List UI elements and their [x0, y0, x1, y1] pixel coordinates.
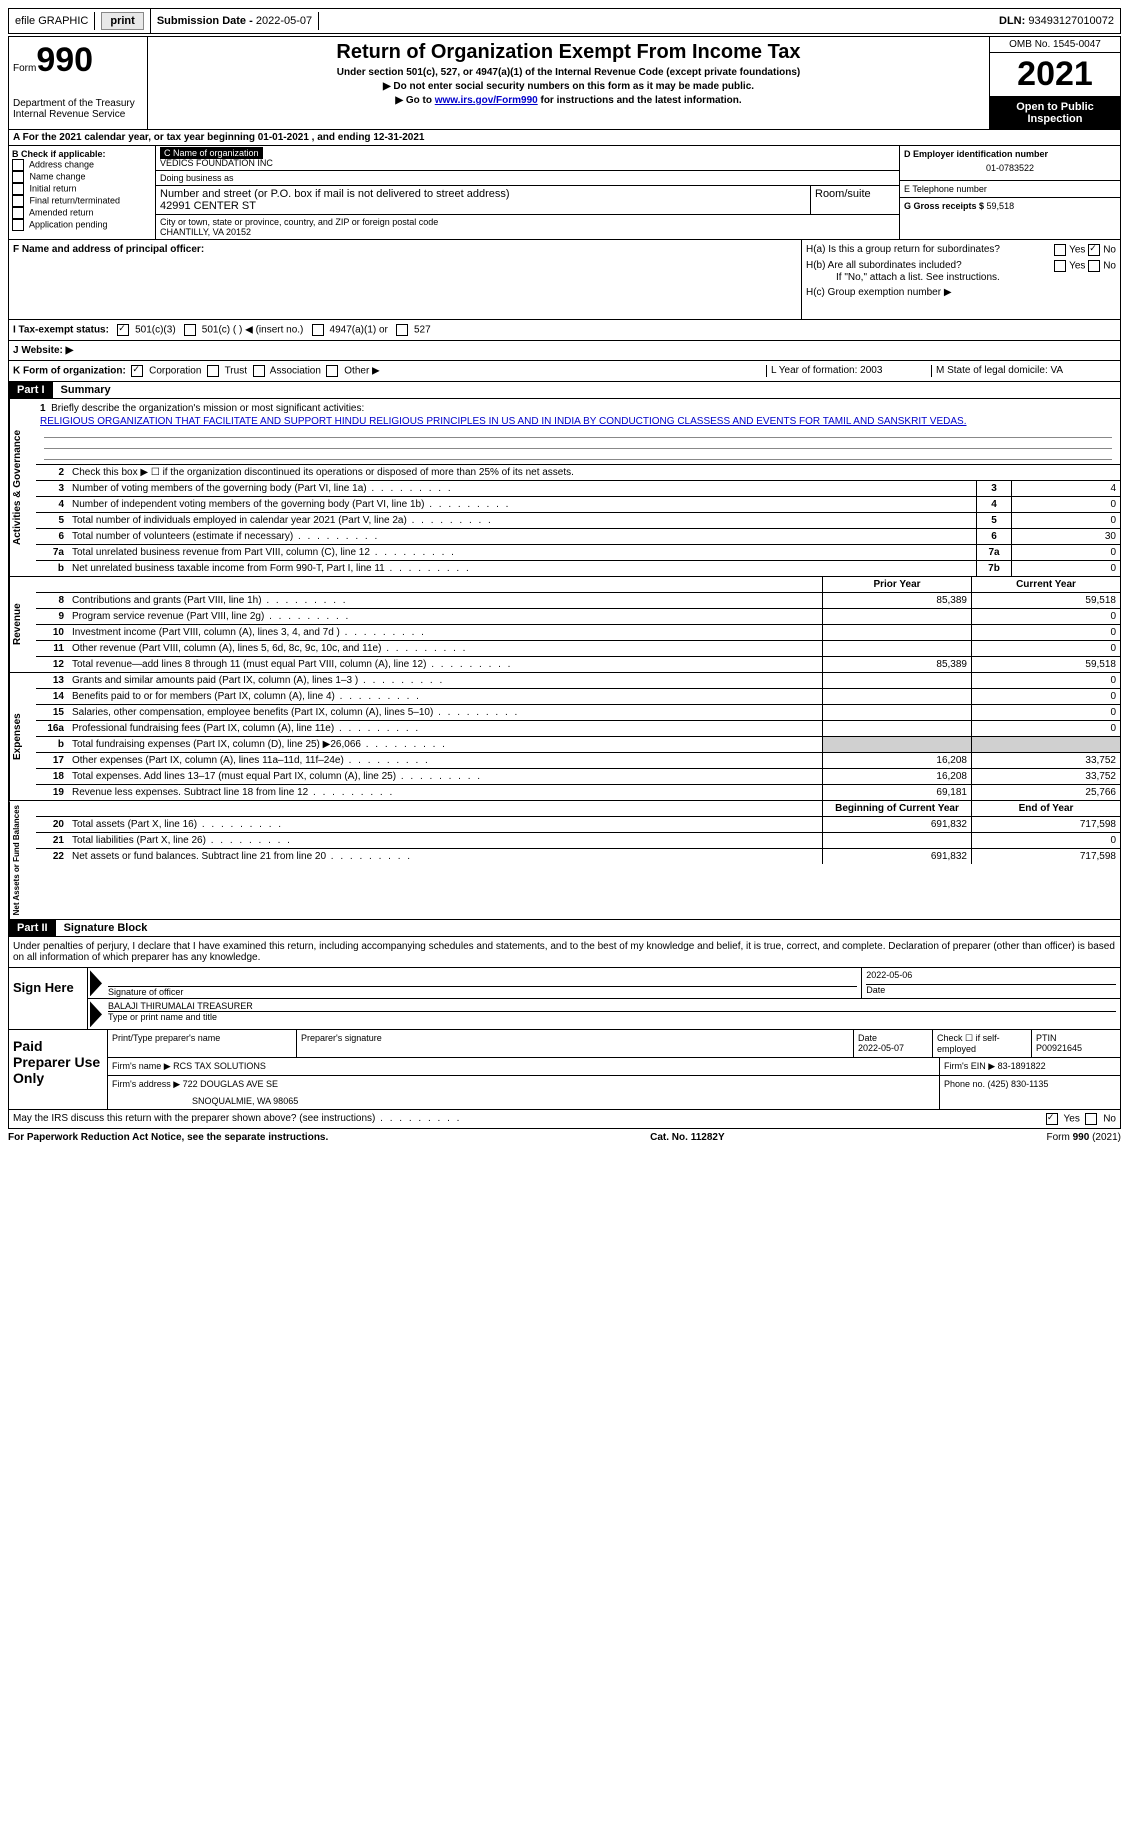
part-2-header: Part II Signature Block: [8, 920, 1121, 937]
ein-field: D Employer identification number01-07835…: [900, 146, 1120, 181]
mission-field: 1 Briefly describe the organization's mi…: [36, 399, 1120, 465]
summary-row: 15Salaries, other compensation, employee…: [36, 705, 1120, 721]
col-eoy: End of Year: [971, 801, 1120, 816]
tax-year: 2021: [990, 53, 1120, 97]
vtab-revenue: Revenue: [9, 577, 36, 672]
summary-row: 22Net assets or fund balances. Subtract …: [36, 849, 1120, 864]
sign-here-block: Sign Here Signature of officer 2022-05-0…: [8, 968, 1121, 1030]
form-number: Form990: [13, 41, 143, 80]
dba-field: Doing business as: [156, 171, 899, 186]
summary-row: 8Contributions and grants (Part VIII, li…: [36, 593, 1120, 609]
irs-link[interactable]: www.irs.gov/Form990: [435, 95, 538, 106]
org-name-field: C Name of organization VEDICS FOUNDATION…: [156, 146, 899, 171]
block-bcdeg: B Check if applicable: Address change Na…: [8, 146, 1121, 240]
summary-row: 11Other revenue (Part VIII, column (A), …: [36, 641, 1120, 657]
address-field: Number and street (or P.O. box if mail i…: [156, 186, 899, 214]
section-a: A For the 2021 calendar year, or tax yea…: [8, 130, 1121, 146]
vtab-net-assets: Net Assets or Fund Balances: [9, 801, 36, 919]
dln: DLN: 93493127010072: [319, 12, 1120, 30]
summary-row: 3Number of voting members of the governi…: [36, 481, 1120, 497]
omb-number: OMB No. 1545-0047: [990, 37, 1120, 53]
summary-row: 7aTotal unrelated business revenue from …: [36, 545, 1120, 561]
gross-receipts: G Gross receipts $ 59,518: [900, 198, 1120, 214]
checkbox-option[interactable]: Initial return: [12, 183, 152, 195]
vtab-expenses: Expenses: [9, 673, 36, 800]
summary-row: bTotal fundraising expenses (Part IX, co…: [36, 737, 1120, 753]
section-h: H(a) Is this a group return for subordin…: [802, 240, 1120, 319]
irs-discuss-row: May the IRS discuss this return with the…: [8, 1110, 1121, 1129]
subtitle-1: Under section 501(c), 527, or 4947(a)(1)…: [152, 67, 985, 78]
section-k: K Form of organization: Corporation Trus…: [8, 361, 1121, 382]
summary-row: 20Total assets (Part X, line 16)691,8327…: [36, 817, 1120, 833]
summary-row: 12Total revenue—add lines 8 through 11 (…: [36, 657, 1120, 672]
subtitle-3: ▶ Go to www.irs.gov/Form990 for instruct…: [152, 95, 985, 106]
summary-row: 19Revenue less expenses. Subtract line 1…: [36, 785, 1120, 800]
form-title: Return of Organization Exempt From Incom…: [152, 41, 985, 64]
phone-field: E Telephone number: [900, 181, 1120, 198]
summary-row: 9Program service revenue (Part VIII, lin…: [36, 609, 1120, 625]
efile-label: efile GRAPHIC: [9, 12, 95, 30]
summary-row: 16aProfessional fundraising fees (Part I…: [36, 721, 1120, 737]
checkbox-option[interactable]: Final return/terminated: [12, 195, 152, 207]
part-1-header: Part I Summary: [8, 382, 1121, 399]
subtitle-2: ▶ Do not enter social security numbers o…: [152, 81, 985, 92]
checkbox-option[interactable]: Application pending: [12, 219, 152, 231]
city-field: City or town, state or province, country…: [156, 214, 899, 239]
section-j: J Website: ▶: [8, 341, 1121, 361]
summary-row: 6Total number of volunteers (estimate if…: [36, 529, 1120, 545]
col-current-year: Current Year: [971, 577, 1120, 592]
q2-text: Check this box ▶ ☐ if the organization d…: [68, 465, 1120, 480]
summary-row: 21Total liabilities (Part X, line 26)0: [36, 833, 1120, 849]
submission-date: Submission Date - 2022-05-07: [151, 12, 319, 30]
summary-row: 10Investment income (Part VIII, column (…: [36, 625, 1120, 641]
section-f: F Name and address of principal officer:: [9, 240, 802, 319]
checkbox-option[interactable]: Amended return: [12, 207, 152, 219]
summary-row: bNet unrelated business taxable income f…: [36, 561, 1120, 576]
section-b: B Check if applicable: Address change Na…: [9, 146, 156, 239]
summary-row: 18Total expenses. Add lines 13–17 (must …: [36, 769, 1120, 785]
col-boy: Beginning of Current Year: [822, 801, 971, 816]
summary-row: 5Total number of individuals employed in…: [36, 513, 1120, 529]
vtab-activities: Activities & Governance: [9, 399, 36, 576]
print-button[interactable]: print: [101, 12, 143, 30]
checkbox-option[interactable]: Name change: [12, 171, 152, 183]
inspection-badge: Open to Public Inspection: [990, 97, 1120, 129]
footer: For Paperwork Reduction Act Notice, see …: [8, 1129, 1121, 1146]
summary-row: 17Other expenses (Part IX, column (A), l…: [36, 753, 1120, 769]
paid-preparer-block: Paid Preparer Use Only Print/Type prepar…: [8, 1030, 1121, 1110]
form-header: Form990 Department of the Treasury Inter…: [8, 36, 1121, 130]
summary-row: 13Grants and similar amounts paid (Part …: [36, 673, 1120, 689]
summary-row: 14Benefits paid to or for members (Part …: [36, 689, 1120, 705]
dept-label: Department of the Treasury Internal Reve…: [13, 98, 143, 120]
checkbox-option[interactable]: Address change: [12, 159, 152, 171]
section-i: I Tax-exempt status: 501(c)(3) 501(c) ( …: [8, 320, 1121, 341]
col-prior-year: Prior Year: [822, 577, 971, 592]
top-bar: efile GRAPHIC print Submission Date - 20…: [8, 8, 1121, 34]
perjury-declaration: Under penalties of perjury, I declare th…: [8, 937, 1121, 968]
summary-row: 4Number of independent voting members of…: [36, 497, 1120, 513]
